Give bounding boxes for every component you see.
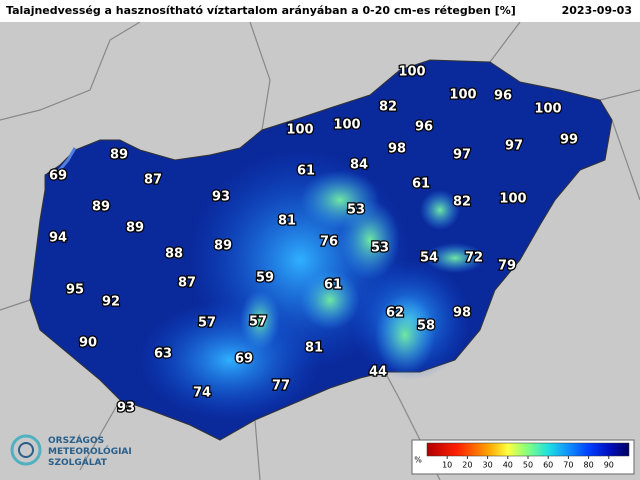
station-value: 77 bbox=[272, 379, 290, 394]
logo-line: METEOROLÓGIAI bbox=[48, 445, 132, 457]
station-value: 100 bbox=[449, 88, 476, 103]
colorbar bbox=[426, 442, 630, 457]
station-value: 89 bbox=[126, 221, 144, 236]
station-value: 81 bbox=[305, 341, 323, 356]
station-value: 100 bbox=[286, 123, 313, 138]
station-value: 97 bbox=[453, 148, 471, 163]
legend-tick-label: 10 bbox=[442, 461, 452, 470]
station-value: 89 bbox=[214, 239, 232, 254]
station-value: 54 bbox=[420, 251, 438, 266]
station-value: 82 bbox=[453, 195, 471, 210]
station-value: 58 bbox=[417, 319, 435, 334]
station-value: 61 bbox=[297, 164, 315, 179]
logo: ORSZÁGOS METEOROLÓGIAI SZOLGÁLAT bbox=[10, 434, 132, 468]
station-value: 87 bbox=[144, 173, 162, 188]
station-value: 61 bbox=[412, 177, 430, 192]
station-value: 62 bbox=[386, 306, 404, 321]
header-bar bbox=[0, 0, 640, 22]
station-value: 99 bbox=[560, 133, 578, 148]
station-value: 98 bbox=[388, 142, 406, 157]
station-value: 69 bbox=[49, 169, 67, 184]
station-value: 96 bbox=[415, 120, 433, 135]
station-value: 63 bbox=[154, 347, 172, 362]
legend-tick-label: 90 bbox=[604, 461, 614, 470]
date: 2023-09-03 bbox=[562, 4, 632, 17]
fields bbox=[140, 150, 485, 420]
station-value: 57 bbox=[198, 316, 216, 331]
station-value: 74 bbox=[193, 386, 211, 401]
station-value: 90 bbox=[79, 336, 97, 351]
legend-tick-label: 20 bbox=[462, 461, 472, 470]
station-value: 44 bbox=[369, 365, 387, 380]
station-value: 88 bbox=[165, 247, 183, 262]
station-value: 59 bbox=[256, 271, 274, 286]
logo-line: SZOLGÁLAT bbox=[48, 456, 108, 468]
legend-tick-label: 30 bbox=[483, 461, 493, 470]
station-value: 100 bbox=[534, 102, 561, 117]
station-value: 93 bbox=[212, 190, 230, 205]
station-value: 81 bbox=[278, 214, 296, 229]
station-value: 69 bbox=[235, 352, 253, 367]
station-value: 89 bbox=[92, 200, 110, 215]
station-value: 95 bbox=[66, 283, 84, 298]
station-value: 100 bbox=[333, 118, 360, 133]
stations: 100 100 96 100 82 100 100 96 99 98 97 97 89 61 84 69 87 6… bbox=[48, 63, 580, 417]
station-value: 61 bbox=[324, 278, 342, 293]
station-value: 98 bbox=[453, 306, 471, 321]
station-value: 97 bbox=[505, 139, 523, 154]
logo-line: ORSZÁGOS bbox=[48, 434, 104, 446]
legend-tick-label: 70 bbox=[563, 461, 573, 470]
station-value: 53 bbox=[371, 241, 389, 256]
legend-tick-label: 50 bbox=[523, 461, 533, 470]
station-value: 57 bbox=[249, 315, 267, 330]
station-value: 79 bbox=[498, 259, 516, 274]
station-value: 72 bbox=[465, 251, 483, 266]
station-value: 82 bbox=[379, 100, 397, 115]
station-value: 53 bbox=[347, 203, 365, 218]
station-value: 94 bbox=[49, 231, 67, 246]
borders bbox=[0, 21, 640, 480]
station-value: 84 bbox=[350, 158, 368, 173]
legend-tick-label: 60 bbox=[543, 461, 553, 470]
station-value: 76 bbox=[320, 235, 338, 250]
station-value: 87 bbox=[178, 276, 196, 291]
station-value: 96 bbox=[494, 89, 512, 104]
station-value: 100 bbox=[398, 65, 425, 80]
legend-unit: % bbox=[414, 456, 422, 465]
legend-tick-label: 80 bbox=[584, 461, 594, 470]
station-value: 89 bbox=[110, 148, 128, 163]
station-value: 93 bbox=[117, 401, 135, 416]
station-value: 100 bbox=[499, 192, 526, 207]
title: Talajnedvesség a hasznosítható víztartal… bbox=[6, 4, 516, 17]
legend-tick-label: 40 bbox=[503, 461, 513, 470]
station-value: 92 bbox=[102, 295, 120, 310]
lake bbox=[56, 147, 77, 173]
